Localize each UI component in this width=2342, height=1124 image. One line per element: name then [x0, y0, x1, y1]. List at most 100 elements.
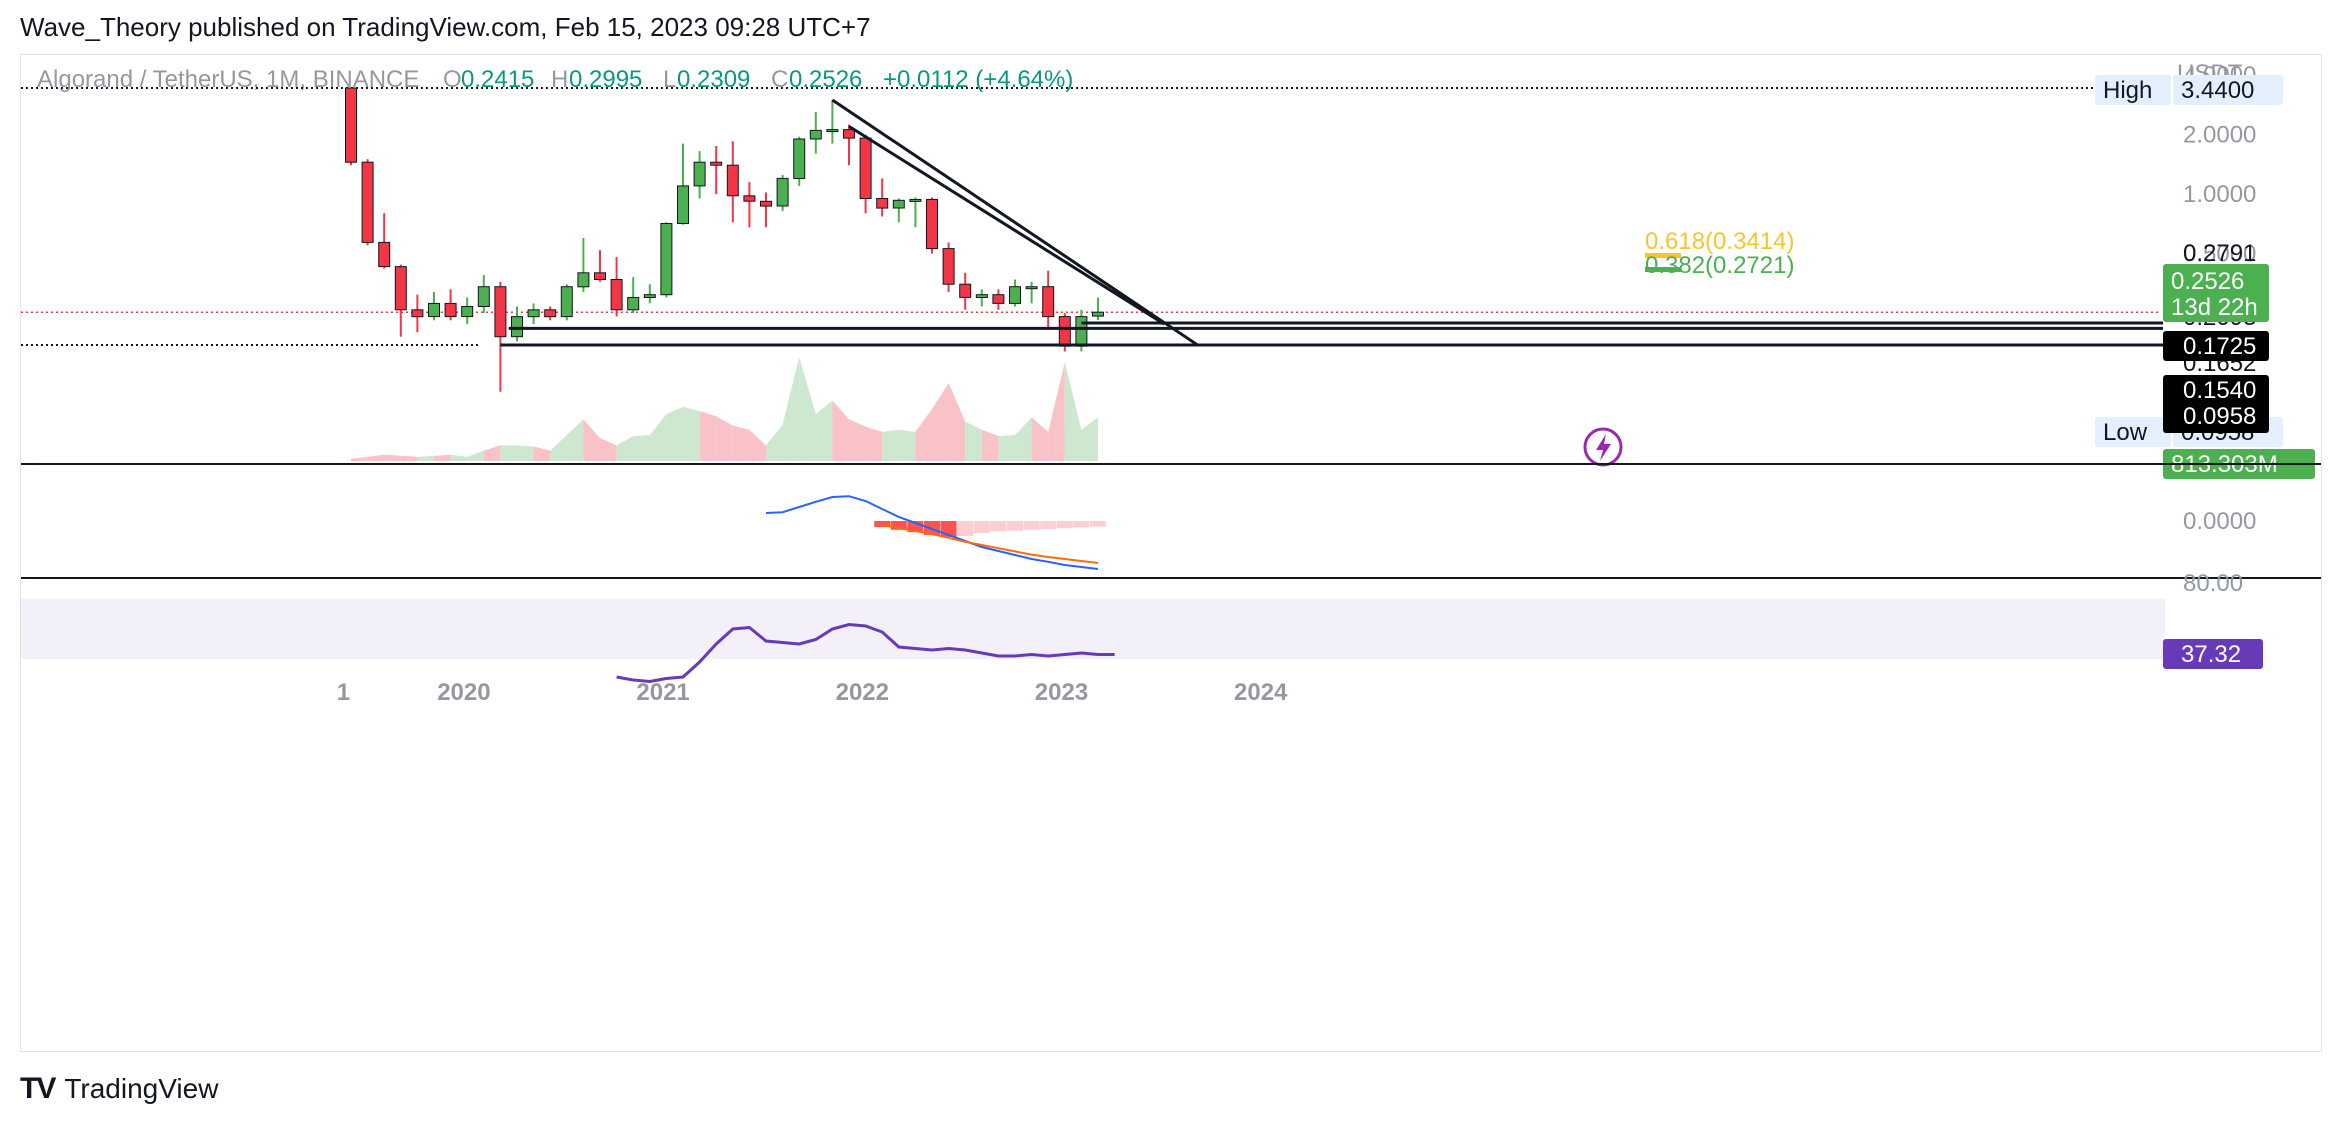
volume-segment — [882, 429, 899, 461]
volume-area — [351, 357, 1098, 461]
macd-histogram-bar — [1090, 521, 1106, 527]
volume-segment — [749, 429, 766, 461]
volume-segment — [367, 454, 385, 461]
macd-histogram-bar — [1007, 521, 1023, 531]
time-tick-2022: 2022 — [836, 679, 889, 706]
volume-segment — [500, 445, 517, 461]
chart-frame: Algorand / TetherUS, 1M, BINANCE O 0.241… — [20, 54, 2322, 1052]
volume-segment — [998, 435, 1015, 461]
volume-segment — [1031, 417, 1049, 461]
volume-segment — [583, 419, 600, 461]
candle-body — [892, 199, 905, 209]
fib-618-marker — [1645, 253, 1681, 258]
candle-body — [627, 297, 640, 311]
tag-0958-text: 0.0958 — [2183, 403, 2256, 430]
volume-segment — [1064, 362, 1082, 461]
macd-histogram-bar — [1056, 521, 1073, 529]
volume-segment — [600, 438, 617, 461]
high-value-badge — [2173, 75, 2283, 105]
tag-1725-text: 0.1725 — [2183, 333, 2256, 360]
lightning-icon[interactable] — [1583, 427, 1623, 467]
volume-segment — [965, 421, 982, 461]
volume-segment — [782, 357, 800, 461]
volume-segment — [434, 454, 451, 461]
candle-body — [909, 198, 922, 202]
price-chart[interactable]: Algorand / TetherUS, 1M, BINANCE O 0.241… — [21, 55, 2321, 1051]
volume-segment — [766, 424, 783, 461]
volume-segment — [633, 435, 650, 461]
candle-body — [677, 185, 689, 224]
candles — [345, 87, 1104, 392]
tag-1540-text: 0.1540 — [2183, 377, 2256, 404]
candle-body — [394, 266, 407, 311]
trendline-1[interactable] — [848, 125, 1166, 326]
volume-segment — [1048, 362, 1065, 461]
volume-segment — [467, 450, 484, 461]
candle-body — [843, 129, 855, 139]
candle-body — [809, 129, 822, 140]
candle-body — [1009, 286, 1021, 304]
volume-segment — [351, 456, 368, 461]
low-label: L — [663, 66, 676, 93]
drawings[interactable] — [500, 98, 2163, 347]
candle-body — [1092, 311, 1104, 317]
high-label: H — [551, 66, 568, 93]
close-label: C — [771, 66, 788, 93]
candle-body — [926, 198, 938, 250]
level-2791-label: 0.2791 — [2183, 240, 2256, 267]
candle-body — [1025, 286, 1038, 290]
candle-body — [444, 302, 457, 318]
volume-segment — [981, 429, 999, 461]
volume-segment — [417, 455, 434, 461]
volume-segment — [533, 446, 551, 461]
volume-segment — [799, 357, 816, 461]
volume-segment — [865, 426, 883, 461]
volume-segment — [550, 435, 567, 461]
volume-segment — [616, 436, 634, 461]
low-value: 0.2309 — [677, 66, 750, 93]
macd-histogram-bar — [973, 521, 990, 533]
candle-body — [1075, 316, 1088, 347]
countdown-text: 13d 22h — [2171, 294, 2258, 321]
candle-body — [793, 138, 806, 179]
candle-body — [1058, 316, 1071, 347]
footer-brand: TradingView — [64, 1073, 219, 1104]
volume-segment — [517, 445, 534, 461]
volume-segment — [666, 406, 683, 461]
volume-segment — [716, 416, 733, 461]
high-badge — [2095, 75, 2171, 105]
macd-histogram-bar — [957, 521, 974, 537]
macd-zero-label: 0.0000 — [2183, 508, 2256, 535]
rsi-line — [616, 622, 1115, 684]
volume-segment — [932, 383, 949, 461]
rsi-value-text: 37.32 — [2181, 641, 2241, 668]
rsi-pane — [616, 622, 1115, 684]
candle-body — [726, 164, 739, 197]
time-tick-1: 1 — [337, 679, 350, 706]
high-badge-label: High — [2103, 77, 2152, 104]
price-tick-2: 1.0000 — [2183, 181, 2256, 208]
fib-618-label: 0.618(0.3414) — [1645, 228, 1794, 255]
candle-body — [710, 161, 723, 166]
tag-1540-0958 — [2163, 375, 2269, 433]
time-axis[interactable]: 1 2020 2021 2022 2023 2024 — [337, 679, 1288, 706]
candle-body — [693, 161, 706, 187]
rsi-80-label: 80.00 — [2183, 570, 2243, 597]
candle-body — [776, 177, 789, 207]
candle-body — [610, 279, 623, 311]
candle-body — [494, 286, 507, 338]
low-badge — [2095, 417, 2171, 447]
open-label: O — [443, 66, 462, 93]
macd-histogram-bar — [1073, 521, 1090, 528]
candle-body — [477, 286, 490, 307]
candle-body — [826, 129, 839, 133]
high-value-text: 3.4400 — [2181, 77, 2254, 104]
volume-segment — [483, 445, 501, 461]
candle-body — [345, 87, 357, 163]
candle-body — [594, 272, 606, 281]
volume-segment — [450, 454, 468, 461]
volume-segment — [649, 414, 667, 461]
trendline-0[interactable] — [831, 98, 1199, 347]
volume-segment — [732, 425, 750, 461]
signal-line — [882, 524, 1099, 564]
